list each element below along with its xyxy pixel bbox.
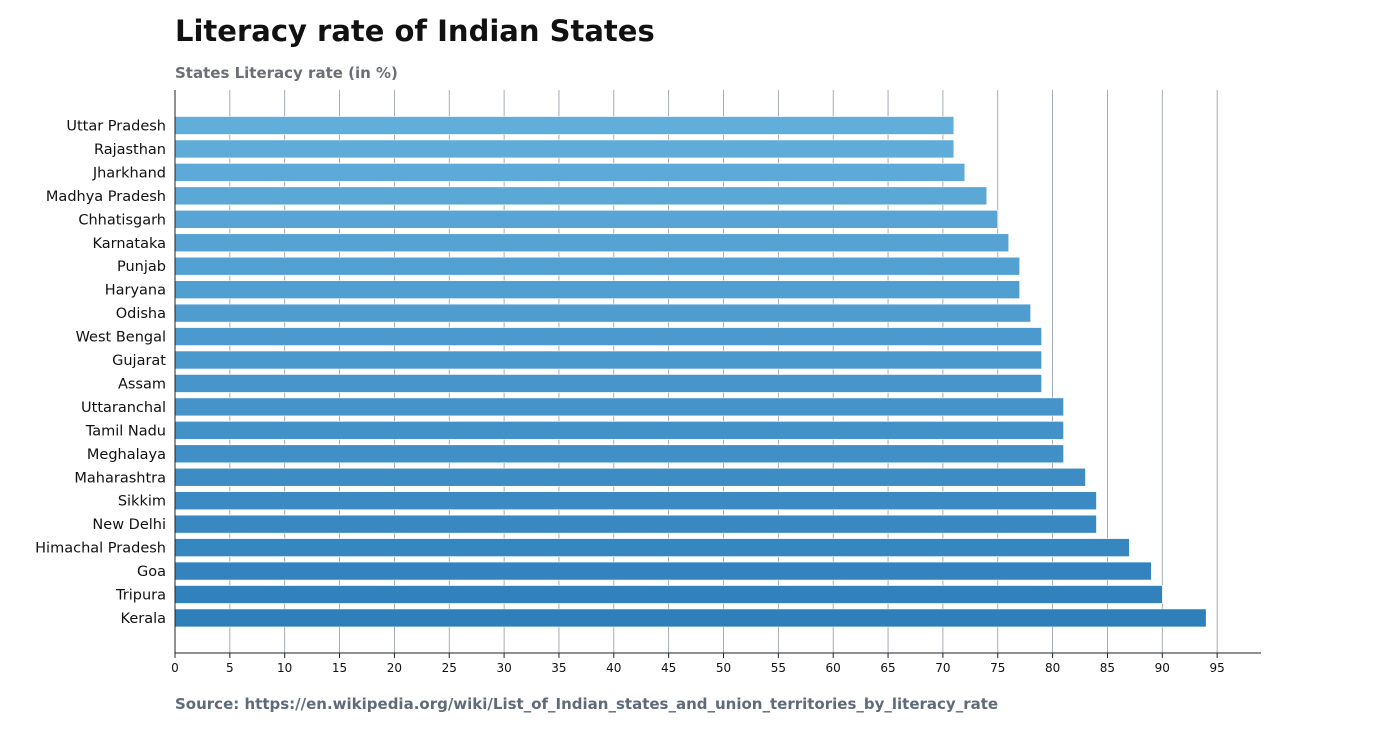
x-tick-label: 60 — [826, 661, 841, 675]
category-label: Tripura — [115, 588, 166, 604]
bar — [174, 421, 1064, 440]
bar — [174, 350, 1042, 370]
bar — [174, 585, 1163, 604]
bar — [174, 538, 1130, 557]
bar — [174, 116, 955, 135]
bar — [174, 139, 955, 159]
bar — [174, 256, 1020, 276]
category-label: West Bengal — [76, 330, 166, 346]
category-label: Rajasthan — [94, 142, 166, 158]
source-note: Source: https://en.wikipedia.org/wiki/Li… — [175, 695, 999, 713]
x-tick-label: 70 — [935, 661, 950, 675]
bar — [174, 186, 988, 206]
bar — [174, 561, 1152, 581]
bar — [174, 491, 1097, 511]
x-ticks: 0 5 10 15 20 25 30 35 40 45 50 55 60 65 70 75 80 85 90 95 — [171, 653, 1225, 675]
x-tick-label: 95 — [1210, 661, 1225, 675]
x-tick-label: 25 — [442, 661, 457, 675]
category-label: Sikkim — [118, 494, 166, 510]
category-label: Himachal Pradesh — [35, 541, 166, 557]
x-tick-label: 10 — [277, 661, 292, 675]
x-tick-label: 90 — [1155, 661, 1170, 675]
category-labels: Uttar Pradesh Rajasthan Jharkhand Madhya Pr… — [35, 119, 166, 627]
chart-title: Literacy rate of Indian States — [175, 14, 655, 48]
category-label: Goa — [137, 564, 166, 580]
category-label: Assam — [118, 376, 166, 392]
category-label: Karnataka — [92, 236, 166, 252]
category-label: Uttar Pradesh — [66, 119, 166, 135]
bar — [174, 397, 1064, 417]
x-tick-label: 50 — [716, 661, 731, 675]
x-tick-label: 30 — [496, 661, 511, 675]
category-label: Haryana — [105, 283, 166, 299]
category-label: Meghalaya — [87, 447, 166, 463]
bar — [174, 327, 1042, 346]
bar — [174, 444, 1064, 464]
x-tick-label: 5 — [226, 661, 234, 675]
x-tick-label: 45 — [661, 661, 676, 675]
category-label: Tamil Nadu — [85, 423, 166, 439]
category-label: Odisha — [116, 306, 166, 322]
category-label: Uttaranchal — [81, 400, 166, 416]
bar — [174, 514, 1097, 534]
bar — [174, 163, 966, 182]
bar — [174, 608, 1207, 628]
bar — [174, 233, 1010, 253]
category-label: Chhatisgarh — [78, 212, 166, 228]
category-label: Kerala — [121, 611, 166, 627]
x-tick-label: 35 — [551, 661, 566, 675]
x-tick-label: 55 — [771, 661, 786, 675]
x-tick-label: 80 — [1045, 661, 1060, 675]
chart-subtitle: States Literacy rate (in %) — [175, 64, 398, 82]
category-label: Punjab — [117, 259, 166, 275]
category-label: New Delhi — [92, 517, 166, 533]
x-tick-label: 85 — [1100, 661, 1115, 675]
bar — [174, 374, 1042, 393]
x-tick-label: 0 — [171, 661, 179, 675]
bars — [174, 116, 1207, 628]
category-label: Maharashtra — [74, 470, 166, 486]
category-label: Madhya Pradesh — [46, 189, 166, 205]
category-label: Jharkhand — [92, 165, 166, 181]
x-tick-label: 20 — [387, 661, 402, 675]
x-tick-label: 15 — [332, 661, 347, 675]
x-tick-label: 75 — [990, 661, 1005, 675]
gridlines — [229, 90, 1218, 653]
bar — [174, 303, 1031, 323]
bar — [174, 280, 1020, 299]
bar — [174, 210, 999, 229]
x-tick-label: 40 — [606, 661, 621, 675]
bar — [174, 467, 1086, 487]
category-label: Gujarat — [112, 353, 166, 369]
x-tick-label: 65 — [880, 661, 895, 675]
